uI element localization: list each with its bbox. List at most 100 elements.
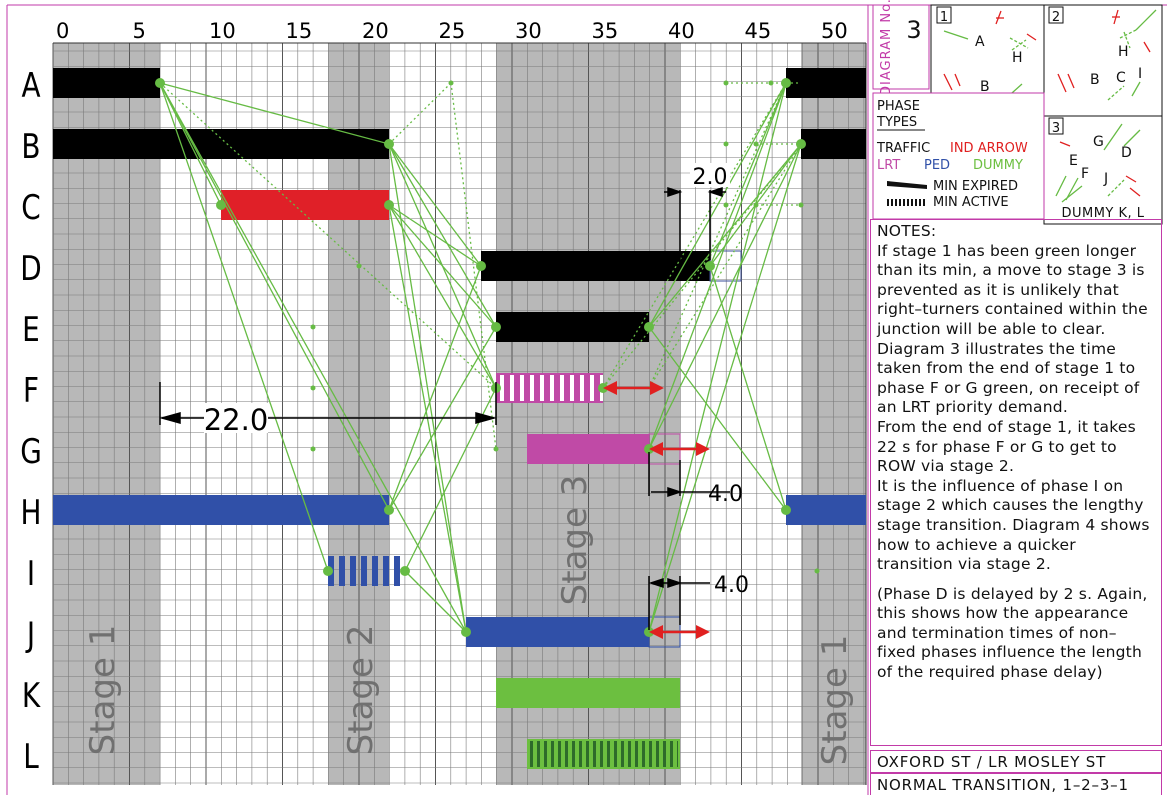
stripe xyxy=(649,741,652,767)
link-node xyxy=(216,200,226,210)
link-node xyxy=(781,505,791,515)
phase-label-l: L xyxy=(23,737,39,776)
phase-label-d: D xyxy=(20,249,41,288)
link-line xyxy=(159,82,467,633)
link-line xyxy=(648,82,787,450)
link-line xyxy=(709,82,787,267)
stripe xyxy=(656,741,659,767)
link-node xyxy=(705,261,715,271)
link-node xyxy=(644,322,654,332)
link-node-small xyxy=(310,385,316,391)
dimension-2 xyxy=(664,186,726,260)
link-node xyxy=(781,78,791,88)
mini-3-label-e: E xyxy=(1069,153,1078,169)
stripe xyxy=(895,199,897,206)
link-node-small xyxy=(723,80,729,86)
link-line xyxy=(648,82,787,328)
link-line xyxy=(388,143,482,267)
stripe xyxy=(915,199,917,206)
tick-label: 45 xyxy=(745,19,772,43)
bar-h-1 xyxy=(53,495,389,525)
stage1-right-label: Stage 1 xyxy=(815,635,855,766)
link-line xyxy=(648,82,787,389)
bar-c xyxy=(221,190,389,220)
mini-3-footer: DUMMY K, L xyxy=(1061,206,1144,221)
mini-2-label-h: H xyxy=(1118,44,1129,60)
link-line xyxy=(450,82,497,450)
link-line xyxy=(388,143,497,328)
dimension-22-bg xyxy=(204,403,268,433)
stripe xyxy=(537,741,540,767)
link-node xyxy=(796,139,806,149)
diagram-label: DIAGRAM No. xyxy=(879,0,894,96)
mini-1-label-h: H xyxy=(1012,50,1023,66)
stripe xyxy=(560,375,564,401)
link-node-small xyxy=(310,324,316,330)
link-line xyxy=(388,204,482,267)
stage1-band-left xyxy=(53,43,160,785)
link-node xyxy=(384,139,394,149)
tick-label: 30 xyxy=(515,19,542,43)
stripe xyxy=(544,741,547,767)
phase-label-f: F xyxy=(23,371,39,410)
stripe xyxy=(551,741,554,767)
link-node xyxy=(384,200,394,210)
mini-3-number: 3 xyxy=(1052,121,1060,136)
delay-arrow-head xyxy=(650,381,664,395)
link-node-small xyxy=(493,324,499,330)
delay-arrow-head xyxy=(649,442,663,456)
link-line xyxy=(159,82,329,572)
legend-ped: PED xyxy=(924,158,950,173)
link-node-small xyxy=(493,446,499,452)
stripe xyxy=(663,741,666,767)
link-line xyxy=(388,143,467,633)
stripe xyxy=(899,199,901,206)
stripe xyxy=(394,556,400,586)
phase-label-g: G xyxy=(20,432,42,471)
stripe xyxy=(361,556,367,586)
legend-min-active: MIN ACTIVE xyxy=(933,195,1009,210)
bar-b-2 xyxy=(801,129,866,159)
dimension-2-label: 2.0 xyxy=(693,165,728,190)
bar-h-2 xyxy=(786,495,866,525)
link-line xyxy=(709,265,787,511)
link-node-small xyxy=(814,568,820,574)
link-node xyxy=(155,78,165,88)
stripe xyxy=(580,375,584,401)
intergreen-links xyxy=(159,82,802,633)
link-node-small xyxy=(753,202,759,208)
legend-min-expired: MIN EXPIRED xyxy=(933,179,1018,194)
stripe xyxy=(510,375,514,401)
phase-label-i: I xyxy=(27,554,35,593)
mini-diagram-3: 3 G D E F J DUMMY K, L xyxy=(1043,115,1163,225)
stage3-label: Stage 3 xyxy=(555,475,595,606)
phase-label-h: H xyxy=(21,493,42,532)
phase-label-b: B xyxy=(21,127,40,166)
mini-diagram-2: 2 H B C I xyxy=(1043,4,1163,117)
link-line xyxy=(159,82,390,511)
delay-arrow-head xyxy=(603,381,617,395)
phase-label-e: E xyxy=(22,310,40,349)
stripe xyxy=(586,741,589,767)
mini-3-label-j: J xyxy=(1103,171,1108,187)
stripe xyxy=(919,199,921,206)
transition-title: NORMAL TRANSITION, 1–2–3–1 xyxy=(870,773,1162,795)
link-node-small xyxy=(356,263,362,269)
stripe xyxy=(372,556,378,586)
tick-label: 50 xyxy=(821,19,848,43)
stripe xyxy=(350,556,356,586)
tick-label: 5 xyxy=(133,19,146,43)
notes-para-1: If stage 1 has been green longer than it… xyxy=(877,241,1148,417)
stripe xyxy=(550,375,554,401)
phase-label-j: J xyxy=(25,615,35,654)
mini-1-label-a: A xyxy=(975,34,985,50)
stripe xyxy=(923,199,925,206)
stripe xyxy=(558,741,561,767)
mini-1-label-b: B xyxy=(980,79,990,95)
phase-label-a: A xyxy=(21,66,40,105)
tick-label: 15 xyxy=(286,19,313,43)
phase-delay-arrows xyxy=(603,381,710,639)
phase-label-k: K xyxy=(22,676,42,715)
